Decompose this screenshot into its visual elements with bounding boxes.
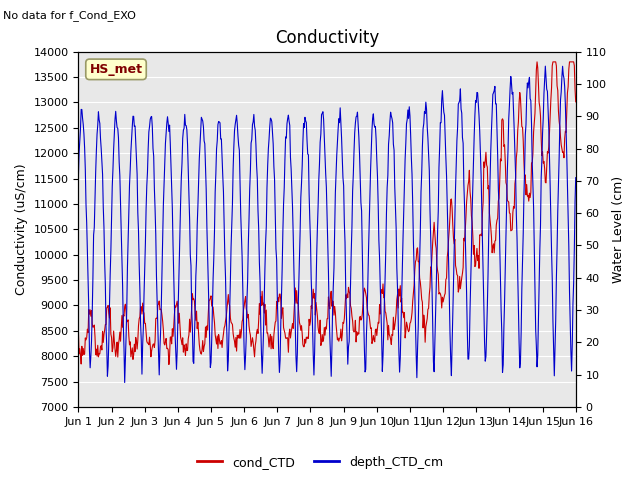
Text: HS_met: HS_met bbox=[90, 63, 143, 76]
Y-axis label: Conductivity (uS/cm): Conductivity (uS/cm) bbox=[15, 164, 28, 295]
Text: No data for f_Cond_EXO: No data for f_Cond_EXO bbox=[3, 10, 136, 21]
Legend: cond_CTD, depth_CTD_cm: cond_CTD, depth_CTD_cm bbox=[192, 451, 448, 474]
Title: Conductivity: Conductivity bbox=[275, 29, 379, 48]
Y-axis label: Water Level (cm): Water Level (cm) bbox=[612, 176, 625, 283]
